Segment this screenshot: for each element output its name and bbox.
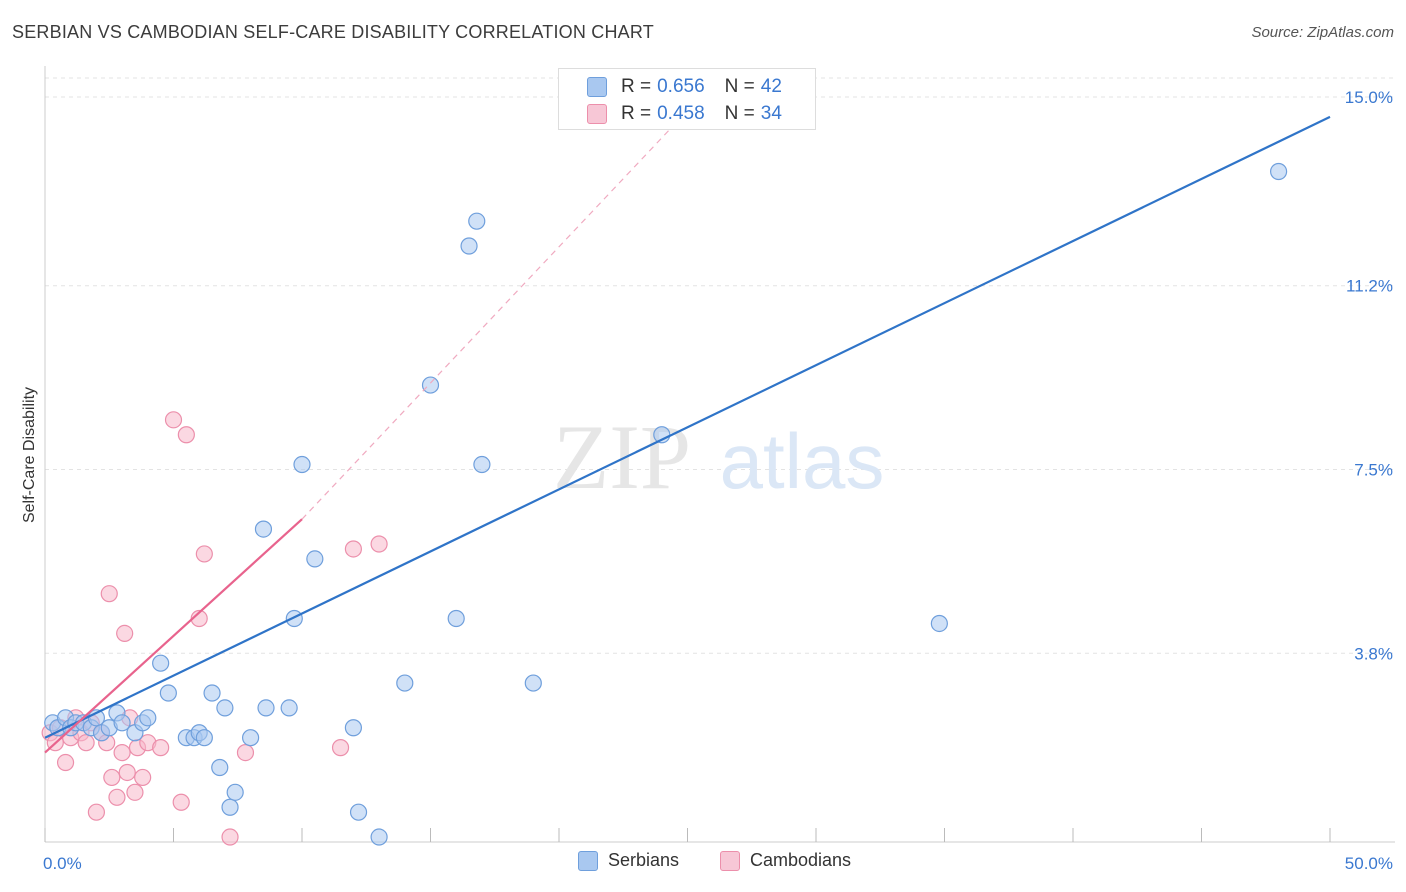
chart-title: SERBIAN VS CAMBODIAN SELF-CARE DISABILIT… — [12, 22, 654, 42]
gridlines — [45, 77, 1395, 654]
serbian-point — [195, 729, 213, 747]
axes — [44, 66, 1395, 843]
cambodian-point — [331, 739, 350, 757]
serbian-point — [159, 684, 177, 702]
serbian-point — [306, 550, 324, 568]
cambodian-r-value: 0.458 — [657, 103, 705, 124]
cambodian-point — [370, 535, 388, 553]
serbian-point — [139, 709, 157, 727]
cambodian-points — [41, 411, 388, 846]
cambodian-point — [126, 783, 144, 801]
watermark-zip: ZIP — [553, 406, 691, 508]
legend-label-serbians: Serbians — [608, 850, 680, 870]
serbian-point — [344, 719, 362, 737]
serbian-point — [349, 803, 368, 821]
serbian-point — [211, 758, 229, 777]
cambodian-point — [236, 743, 255, 762]
serbian-point — [460, 237, 478, 255]
serbian-point — [285, 609, 303, 628]
cambodian-point — [118, 763, 136, 782]
serbian-point — [152, 654, 170, 672]
stats-legend-serbians: R = 0.656 N = 42 — [587, 74, 782, 100]
cambodian-point — [164, 411, 183, 429]
cambodian-point — [108, 788, 126, 806]
serbian-swatch — [587, 77, 607, 97]
serbian-r-label: R = — [621, 76, 652, 97]
serbian-points — [44, 162, 1288, 846]
serbian-point — [447, 609, 465, 628]
serbian-point — [421, 376, 440, 394]
legend-swatch-serbians — [578, 850, 598, 871]
legend-item-cambodians[interactable]: Cambodians — [720, 850, 851, 871]
watermark-atlas: atlas — [720, 417, 885, 505]
cambodian-point — [116, 624, 134, 643]
stats-legend-cambodians: R = 0.458 N = 34 — [587, 101, 782, 127]
serbian-point — [370, 828, 388, 846]
source-label: Source: ZipAtlas.com — [1251, 24, 1394, 41]
serbian-point — [396, 674, 414, 692]
series-legend: Serbians Cambodians — [0, 850, 1406, 878]
serbian-point — [1269, 162, 1288, 181]
cambodian-point — [113, 743, 131, 762]
serbian-point — [468, 212, 486, 230]
serbian-point — [203, 684, 221, 702]
cambodian-point — [195, 545, 213, 563]
serbian-n-value: 42 — [760, 76, 782, 97]
serbian-r-value: 0.656 — [657, 76, 705, 97]
stats-legend: R = 0.656 N = 42 R = 0.458 N = 34 — [558, 68, 816, 130]
cambodian-n-value: 34 — [760, 103, 782, 124]
cambodian-point — [87, 803, 106, 821]
legend-item-serbians[interactable]: Serbians — [578, 850, 679, 871]
x-tick-label-min: 0.0% — [43, 854, 82, 873]
y-tick-label: 15.0% — [1345, 88, 1393, 107]
y-tick-label: 7.5% — [1354, 461, 1393, 480]
cambodian-swatch — [587, 104, 607, 124]
serbian-n-label: N = — [724, 76, 755, 97]
serbian-point — [254, 520, 273, 538]
serbian-trend-line — [44, 115, 1331, 739]
y-tick-label: 3.8% — [1354, 644, 1393, 663]
serbian-point — [113, 714, 131, 732]
cambodian-point — [134, 768, 152, 787]
legend-swatch-cambodians — [720, 850, 740, 871]
cambodian-point — [103, 768, 121, 787]
y-tick-label: 11.2% — [1346, 277, 1393, 296]
serbian-point — [524, 674, 542, 692]
cambodian-point — [177, 426, 195, 444]
cambodian-point — [221, 828, 239, 846]
cambodian-r-label: R = — [621, 103, 652, 124]
trend-lines — [44, 96, 1331, 754]
serbian-point — [242, 729, 260, 747]
serbian-point — [257, 699, 275, 717]
cambodian-n-label: N = — [724, 103, 755, 124]
y-axis-label: Self-Care Disability — [21, 386, 38, 524]
legend-label-cambodians: Cambodians — [750, 850, 852, 870]
serbian-point — [473, 455, 491, 474]
x-tick-label-max: 50.0% — [1345, 854, 1393, 873]
cambodian-trend-extension — [301, 96, 701, 520]
serbian-point — [930, 614, 948, 633]
tick-labels: 3.8% 7.5% 11.2% 15.0% 0.0% 50.0% — [43, 88, 1393, 873]
cambodian-trend-line — [44, 518, 303, 754]
cambodian-point — [77, 734, 95, 752]
watermark: ZIP atlas — [553, 406, 884, 508]
serbian-point — [216, 699, 234, 717]
serbian-point — [280, 699, 298, 717]
serbian-point — [226, 783, 244, 801]
cambodian-point — [100, 585, 118, 603]
serbian-point — [221, 798, 239, 816]
cambodian-point — [344, 540, 362, 558]
cambodian-point — [172, 793, 190, 811]
serbian-point — [293, 455, 311, 474]
cambodian-point — [152, 739, 170, 757]
cambodian-point — [56, 753, 75, 772]
